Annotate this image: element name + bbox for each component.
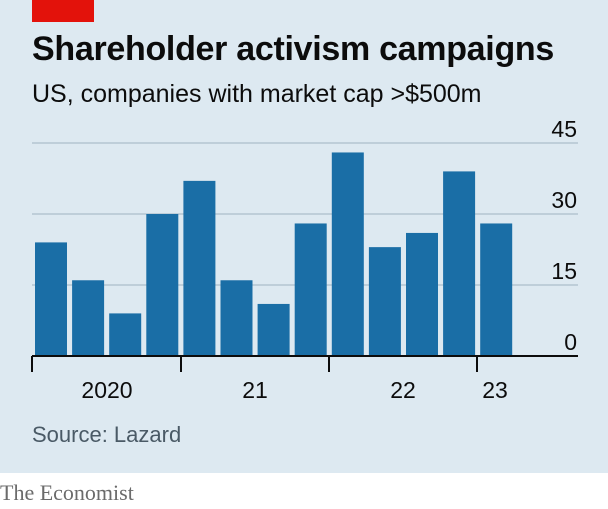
chart-subtitle: US, companies with market cap >$500m	[32, 80, 482, 108]
x-year-label: 22	[390, 377, 416, 403]
brand-red-tag	[32, 0, 94, 22]
bar	[368, 247, 401, 356]
bar	[406, 232, 438, 356]
bar	[146, 214, 179, 356]
bar	[109, 313, 142, 356]
bar	[443, 171, 476, 356]
bar	[183, 180, 216, 356]
bar	[220, 280, 253, 356]
bars	[35, 152, 513, 356]
bar	[257, 303, 290, 356]
y-tick-label: 0	[564, 329, 577, 355]
x-year-label: 23	[482, 377, 508, 403]
bar	[331, 152, 364, 356]
bar	[72, 280, 105, 356]
x-axis: 2020 21 22 23	[31, 355, 578, 403]
x-year-label: 2020	[81, 377, 132, 403]
bar-chart: 0 15 30 45 2020 21 22 23	[31, 120, 578, 403]
y-tick-label: 30	[551, 187, 577, 213]
y-tick-label: 45	[551, 120, 577, 142]
y-tick-label: 15	[551, 258, 577, 284]
bar	[480, 223, 513, 356]
bar	[35, 242, 67, 356]
x-year-label: 21	[242, 377, 268, 403]
publisher-brand: The Economist	[0, 480, 134, 505]
bar	[294, 223, 327, 356]
chart-title: Shareholder activism campaigns	[32, 30, 554, 68]
y-tick-labels: 0 15 30 45	[551, 120, 577, 355]
source-note: Source: Lazard	[32, 422, 182, 447]
